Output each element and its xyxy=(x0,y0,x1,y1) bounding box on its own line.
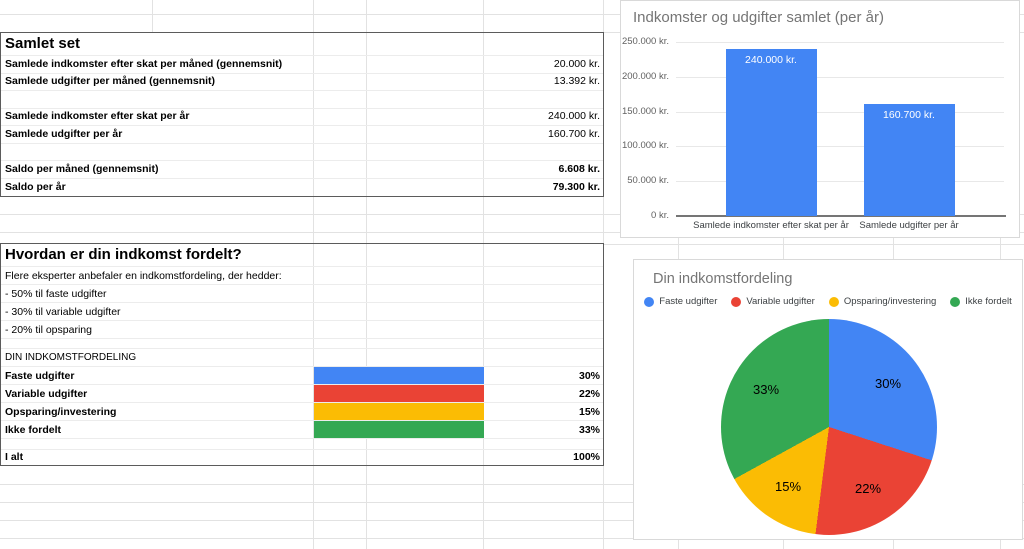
y-axis-tick-label: 150.000 kr. xyxy=(621,106,669,117)
gridline xyxy=(603,244,1024,245)
chart-gridline xyxy=(676,181,1004,182)
table-row[interactable]: Samlede indkomster efter skat per år 240… xyxy=(1,109,603,126)
pie[interactable] xyxy=(721,319,937,535)
gridline xyxy=(152,0,153,32)
gridline xyxy=(0,14,1024,15)
allocation-row[interactable]: Variable udgifter 22% xyxy=(1,385,603,403)
legend-dot-icon xyxy=(828,296,839,307)
allocation-bar xyxy=(314,367,484,384)
bar-2[interactable] xyxy=(863,104,955,216)
gridline xyxy=(313,0,314,549)
distribution-title[interactable]: Hvordan er din indkomst fordelt? xyxy=(1,244,603,267)
gridline xyxy=(483,0,484,549)
pie-chart-title: Din indkomstfordeling xyxy=(653,271,793,287)
pie-slice-label: 33% xyxy=(752,382,780,397)
table-row[interactable] xyxy=(1,144,603,161)
x-axis-category-label: Samlede udgifter per år xyxy=(859,220,959,231)
x-axis-line xyxy=(676,215,1006,217)
table-row[interactable]: Samlede indkomster efter skat per måned … xyxy=(1,56,603,74)
legend-item: Ikke fordelt xyxy=(950,296,1012,307)
pie-chart-panel[interactable]: Din indkomstfordeling Faste udgifter Vari… xyxy=(633,259,1023,540)
chart-gridline xyxy=(676,42,1004,43)
table-row[interactable]: Saldo per måned (gennemsnit) 6.608 kr. xyxy=(1,161,603,179)
gridline xyxy=(0,484,1024,485)
bar-chart-title: Indkomster og udgifter samlet (per år) xyxy=(633,9,884,26)
bar-chart-panel[interactable]: Indkomster og udgifter samlet (per år) 0… xyxy=(620,0,1020,238)
y-axis-tick-label: 200.000 kr. xyxy=(621,71,669,82)
legend-dot-icon xyxy=(731,296,742,307)
bar-value-label: 240.000 kr. xyxy=(745,54,797,66)
legend-label: Variable udgifter xyxy=(746,296,815,307)
gridline xyxy=(0,520,1024,521)
allocation-bar xyxy=(314,385,484,402)
allocation-bar xyxy=(314,403,484,420)
y-axis-tick-label: 0 kr. xyxy=(651,210,669,221)
gridline xyxy=(0,502,1024,503)
summary-title[interactable]: Samlet set xyxy=(1,33,603,56)
pie-slice-label: 30% xyxy=(874,376,902,391)
allocation-row[interactable]: Opsparing/investering 15% xyxy=(1,403,603,421)
legend-label: Ikke fordelt xyxy=(965,296,1012,307)
gridline xyxy=(366,0,367,549)
table-row[interactable]: Flere eksperter anbefaler en indkomstfor… xyxy=(1,267,603,285)
legend-item: Faste udgifter xyxy=(644,296,717,307)
bar-1[interactable] xyxy=(725,49,817,216)
distribution-section: Hvordan er din indkomst fordelt? Flere e… xyxy=(0,243,604,466)
summary-section: Samlet set Samlede indkomster efter skat… xyxy=(0,32,604,197)
chart-gridline xyxy=(676,146,1004,147)
bar-value-label: 160.700 kr. xyxy=(883,109,935,121)
gridline xyxy=(0,232,1024,233)
gridline xyxy=(0,538,1024,539)
total-row[interactable]: I alt 100% xyxy=(5,451,600,463)
table-row[interactable]: Saldo per år 79.300 kr. xyxy=(5,180,600,193)
y-axis-tick-label: 100.000 kr. xyxy=(621,140,669,151)
y-axis-tick-label: 250.000 kr. xyxy=(621,36,669,47)
table-row[interactable]: Samlede udgifter per måned (gennemsnit) … xyxy=(1,74,603,91)
x-axis-category-label: Samlede indkomster efter skat per år xyxy=(693,220,849,231)
legend-dot-icon xyxy=(644,296,655,307)
allocation-row[interactable]: Ikke fordelt 33% xyxy=(1,421,603,439)
chart-gridline xyxy=(676,112,1004,113)
legend-dot-icon xyxy=(950,296,961,307)
pie-slice-label: 15% xyxy=(774,479,802,494)
table-row[interactable]: DIN INDKOMSTFORDELING xyxy=(1,349,603,367)
gridline xyxy=(0,214,1024,215)
table-row[interactable] xyxy=(1,439,603,450)
legend-item: Opsparing/investering xyxy=(828,296,937,307)
table-row[interactable]: - 50% til faste udgifter xyxy=(1,285,603,303)
table-row[interactable]: - 30% til variable udgifter xyxy=(1,303,603,321)
pie-chart-legend: Faste udgifter Variable udgifter Opsparing… xyxy=(634,296,1022,307)
legend-label: Opsparing/investering xyxy=(843,296,937,307)
legend-label: Faste udgifter xyxy=(659,296,718,307)
table-row[interactable] xyxy=(1,339,603,349)
table-row[interactable] xyxy=(1,91,603,109)
legend-item: Variable udgifter xyxy=(731,296,815,307)
chart-gridline xyxy=(676,77,1004,78)
y-axis-tick-label: 50.000 kr. xyxy=(627,175,669,186)
allocation-row[interactable]: Faste udgifter 30% xyxy=(1,367,603,385)
allocation-bar xyxy=(314,421,484,438)
pie-slice-label: 22% xyxy=(854,481,882,496)
table-row[interactable]: - 20% til opsparing xyxy=(1,321,603,339)
table-row[interactable]: Samlede udgifter per år 160.700 kr. xyxy=(1,126,603,144)
